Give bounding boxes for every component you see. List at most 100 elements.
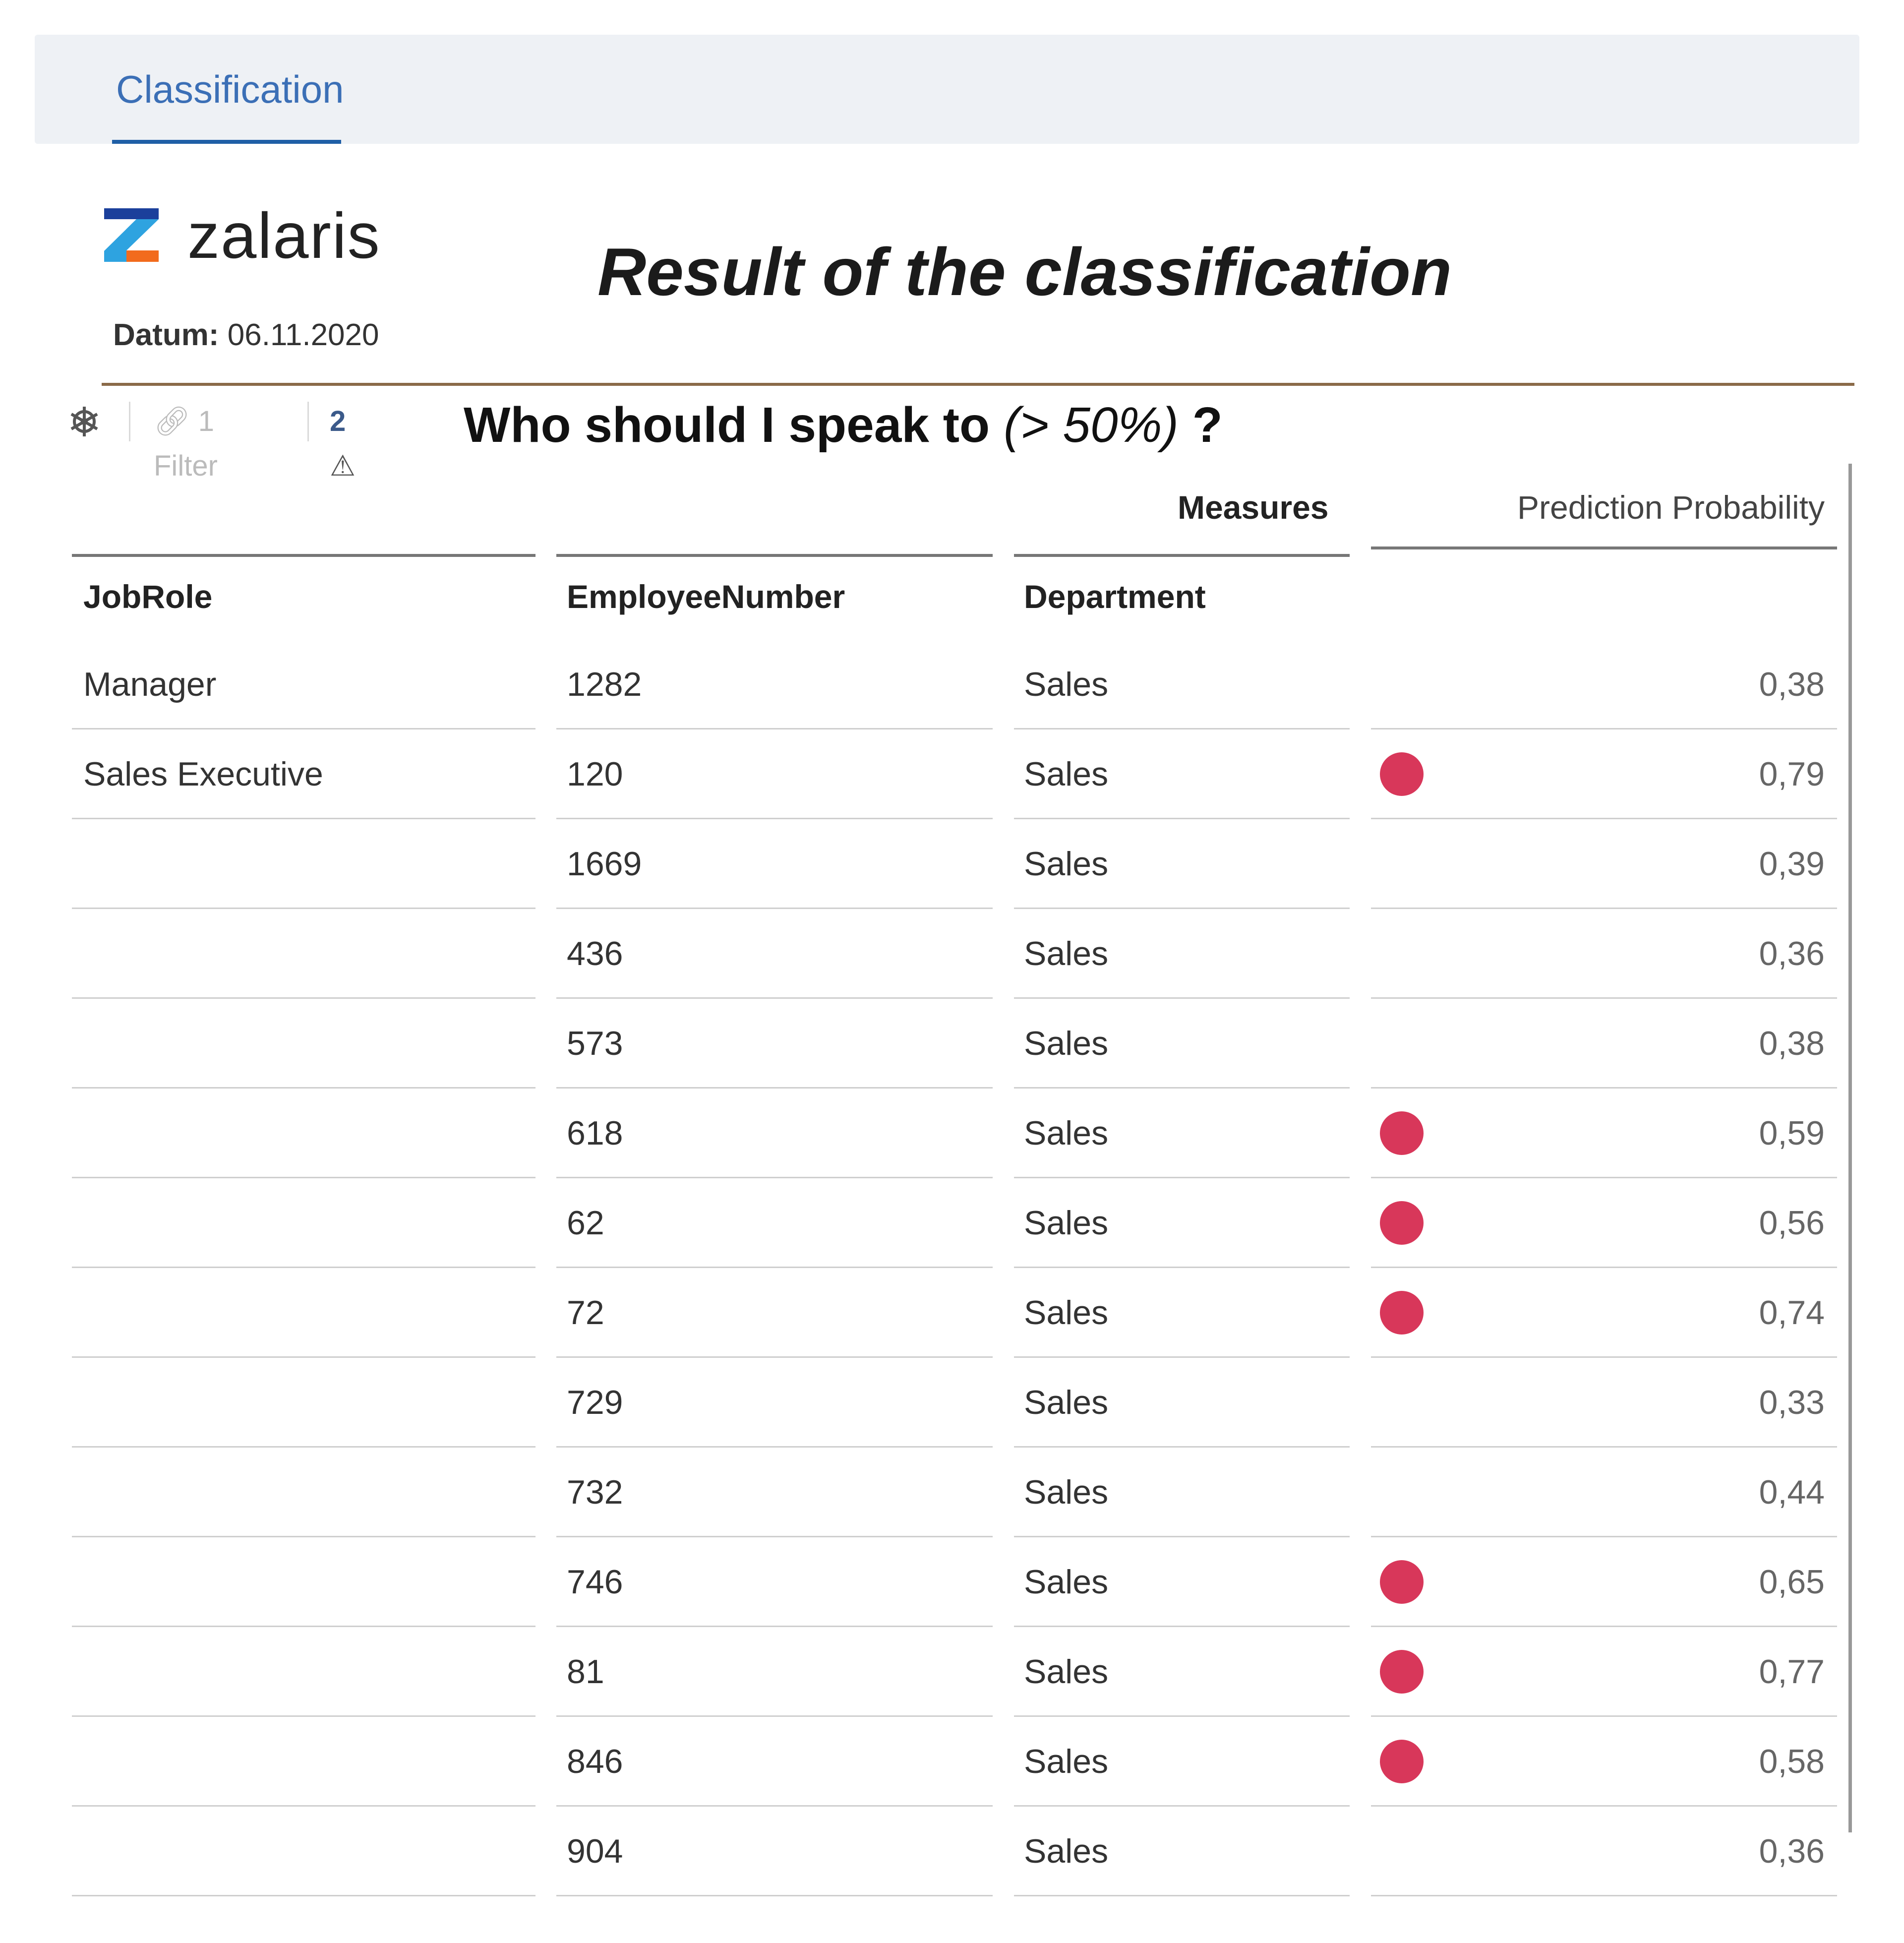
cell-department: Sales [1024,755,1109,793]
date-label: Datum: [113,318,219,352]
cell-jobrole: Sales Executive [83,755,323,793]
row-divider [1371,1536,1837,1537]
table-right-border [1848,464,1852,1832]
high-probability-indicator [1380,1560,1424,1604]
high-probability-indicator [1380,1740,1424,1783]
row-divider [1014,1626,1350,1627]
row-divider [1014,1446,1350,1448]
row-divider [1371,1177,1837,1178]
column-rule [1014,554,1350,557]
row-divider [1014,728,1350,729]
settings-icon[interactable] [69,399,99,444]
row-divider [1014,818,1350,819]
date-value: 06.11.2020 [227,318,379,352]
row-divider [556,1805,993,1807]
cell-employeenumber: 1282 [567,666,642,703]
header-divider [102,383,1854,386]
cell-department: Sales [1024,1832,1109,1870]
cell-jobrole: Manager [83,666,217,703]
row-divider [1014,1805,1350,1807]
cell-prediction-probability: 0,33 [1759,1384,1825,1421]
cell-employeenumber: 746 [567,1563,623,1601]
cell-employeenumber: 72 [567,1294,604,1332]
column-rule [1371,546,1837,549]
cell-prediction-probability: 0,79 [1759,755,1825,793]
cell-employeenumber: 81 [567,1653,604,1691]
row-divider [1371,908,1837,909]
row-divider [556,1356,993,1358]
active-tab-indicator [112,140,341,144]
row-divider [556,1626,993,1627]
tab-bar: Classification [35,35,1859,144]
toolbar-separator [307,402,309,441]
row-divider [556,997,993,999]
row-divider [1014,1895,1350,1896]
high-probability-indicator [1380,752,1424,796]
row-divider [1014,1356,1350,1358]
cell-prediction-probability: 0,74 [1759,1294,1825,1332]
question-heading: Who should I speak to (> 50%) ? [464,397,1223,454]
cell-prediction-probability: 0,38 [1759,666,1825,703]
row-divider [72,818,536,819]
cell-employeenumber: 618 [567,1114,623,1152]
cell-employeenumber: 62 [567,1204,604,1242]
row-divider [556,1177,993,1178]
warnings-count: 2 [330,405,346,437]
cell-prediction-probability: 0,38 [1759,1025,1825,1062]
row-divider [556,1267,993,1268]
cell-prediction-probability: 0,36 [1759,1832,1825,1870]
link-icon: 🔗︎ [154,405,190,437]
cell-department: Sales [1024,1473,1109,1511]
cell-department: Sales [1024,845,1109,883]
row-divider [1014,1715,1350,1717]
row-divider [72,1087,536,1089]
warning-icon: ⚠︎ [330,450,356,482]
question-text: Who should I speak to [464,397,990,453]
row-divider [556,1536,993,1537]
high-probability-indicator [1380,1201,1424,1245]
question-end: ? [1192,397,1223,453]
row-divider [556,728,993,729]
cell-prediction-probability: 0,36 [1759,935,1825,972]
high-probability-indicator [1380,1111,1424,1155]
row-divider [1014,1087,1350,1089]
row-divider [556,908,993,909]
tab-classification[interactable]: Classification [113,64,347,139]
prediction-probability-header[interactable]: Prediction Probability [1517,489,1825,526]
row-divider [72,1267,536,1268]
row-divider [1371,818,1837,819]
column-header-department[interactable]: Department [1024,578,1206,615]
column-header-employeenumber[interactable]: EmployeeNumber [567,578,845,615]
row-divider [556,818,993,819]
column-header-jobrole[interactable]: JobRole [83,578,213,615]
row-divider [72,1536,536,1537]
filter-button[interactable]: 🔗︎ 1 Filter [154,399,218,482]
cell-employeenumber: 120 [567,755,623,793]
row-divider [1014,908,1350,909]
row-divider [72,1895,536,1896]
row-divider [72,1626,536,1627]
row-divider [1014,997,1350,999]
column-rule [556,554,993,557]
cell-department: Sales [1024,1384,1109,1421]
report-date: Datum: 06.11.2020 [113,317,379,353]
row-divider [1371,1267,1837,1268]
toolbar-separator [129,402,130,441]
cell-employeenumber: 904 [567,1832,623,1870]
row-divider [72,728,536,729]
filter-label: 1 Filter [154,405,218,482]
warnings-button[interactable]: 2 ⚠︎ [330,399,356,482]
row-divider [556,1446,993,1448]
cell-prediction-probability: 0,58 [1759,1743,1825,1780]
cell-prediction-probability: 0,44 [1759,1473,1825,1511]
zalaris-logo-icon [104,208,159,262]
cell-employeenumber: 1669 [567,845,642,883]
row-divider [1371,1356,1837,1358]
cell-prediction-probability: 0,59 [1759,1114,1825,1152]
cell-department: Sales [1024,1204,1109,1242]
row-divider [1371,1087,1837,1089]
row-divider [72,1356,536,1358]
row-divider [1371,1626,1837,1627]
row-divider [1371,1895,1837,1896]
row-divider [72,1446,536,1448]
